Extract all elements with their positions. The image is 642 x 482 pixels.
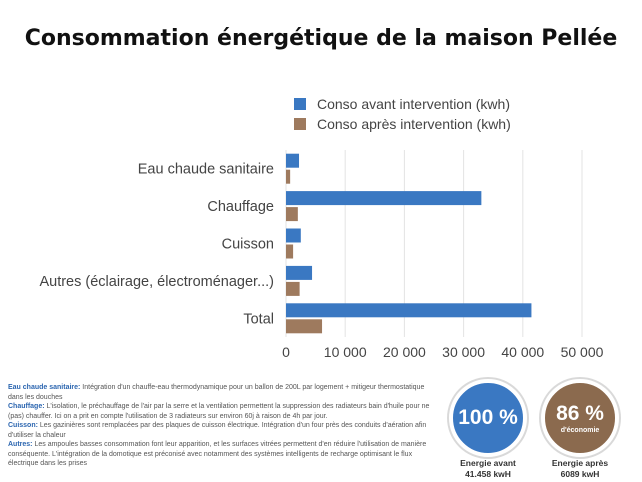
- category-label: Autres (éclairage, électroménager...): [39, 274, 274, 290]
- note-label: Eau chaude sanitaire:: [8, 384, 81, 391]
- note-eau: Eau chaude sanitaire: Intégration d'un c…: [8, 383, 438, 402]
- note-label: Autres:: [8, 441, 33, 448]
- bar-after: [286, 207, 298, 222]
- bar-after: [286, 281, 300, 296]
- legend-label-before: Conso avant intervention (kwh): [317, 96, 510, 112]
- x-tick-label: 0: [282, 344, 290, 360]
- bar-before: [286, 228, 301, 243]
- note-cuisson: Cuisson: Les gazinières sont remplacées …: [8, 421, 438, 440]
- chart-legend: Conso avant intervention (kwh) Conso apr…: [294, 94, 511, 134]
- bar-after: [286, 319, 323, 334]
- x-tick-label: 10 000: [324, 344, 367, 360]
- before-badge: 100 %: [449, 379, 527, 457]
- bar-before: [286, 191, 482, 206]
- note-text: Les gazinières sont remplacées par des p…: [8, 422, 427, 439]
- after-badge-value: 86 %: [556, 401, 604, 425]
- note-text: L'isolation, le préchauffage de l'air pa…: [8, 403, 430, 420]
- bar-after: [286, 169, 291, 184]
- bar-chart: 0 10 000 20 000 30 000 40 000 50 000 Eau chaud…: [39, 150, 604, 360]
- bar-after: [286, 244, 294, 259]
- x-tick-label: 50 000: [561, 344, 604, 360]
- before-badge-value: 100 %: [458, 406, 518, 429]
- legend-label-after: Conso après intervention (kwh): [317, 116, 511, 132]
- legend-swatch-before: [294, 98, 306, 110]
- after-stat: Energie après 6089 kwH: [530, 458, 630, 480]
- category-label: Eau chaude sanitaire: [138, 162, 274, 178]
- note-autres: Autres: Les ampoules basses consommation…: [8, 440, 438, 469]
- before-stat-value: 41.458 kwH: [465, 469, 511, 479]
- legend-item-before: Conso avant intervention (kwh): [294, 94, 511, 114]
- note-text: Les ampoules basses consommation font le…: [8, 441, 427, 467]
- note-chauffage: Chauffage: L'isolation, le préchauffage …: [8, 402, 438, 421]
- note-label: Chauffage:: [8, 403, 45, 410]
- bar-before: [286, 153, 300, 168]
- legend-item-after: Conso après intervention (kwh): [294, 114, 511, 134]
- x-tick-label: 30 000: [442, 344, 485, 360]
- legend-swatch-after: [294, 118, 306, 130]
- before-stat-label: Energie avant: [460, 458, 516, 468]
- notes-block: Eau chaude sanitaire: Intégration d'un c…: [8, 383, 438, 469]
- note-label: Cuisson:: [8, 422, 38, 429]
- bar-before: [286, 265, 313, 280]
- title-text: Consommation énergétique de la maison Pe…: [24, 26, 618, 51]
- after-badge-sub: d'économie: [560, 426, 600, 434]
- note-text: Intégration d'un chauffe-eau thermodynam…: [8, 384, 425, 401]
- x-tick-label: 20 000: [383, 344, 426, 360]
- after-badge: 86 % d'économie: [541, 379, 619, 457]
- after-stat-label: Energie après: [551, 458, 609, 468]
- before-stat: Energie avant 41.458 kwH: [438, 458, 538, 480]
- category-label: Chauffage: [207, 199, 274, 215]
- category-label: Cuisson: [222, 237, 274, 253]
- bar-before: [286, 303, 532, 318]
- after-stat-value: 6089 kwH: [560, 469, 600, 479]
- x-tick-label: 40 000: [501, 344, 544, 360]
- category-label: Total: [243, 311, 274, 327]
- page-title: Consommation énergétique de la maison Pe…: [0, 22, 642, 56]
